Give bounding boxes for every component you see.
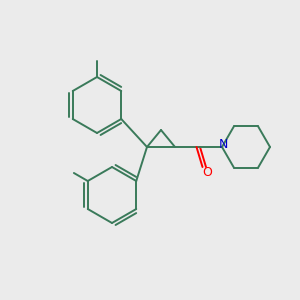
Text: O: O bbox=[202, 167, 212, 179]
Text: N: N bbox=[218, 137, 228, 151]
